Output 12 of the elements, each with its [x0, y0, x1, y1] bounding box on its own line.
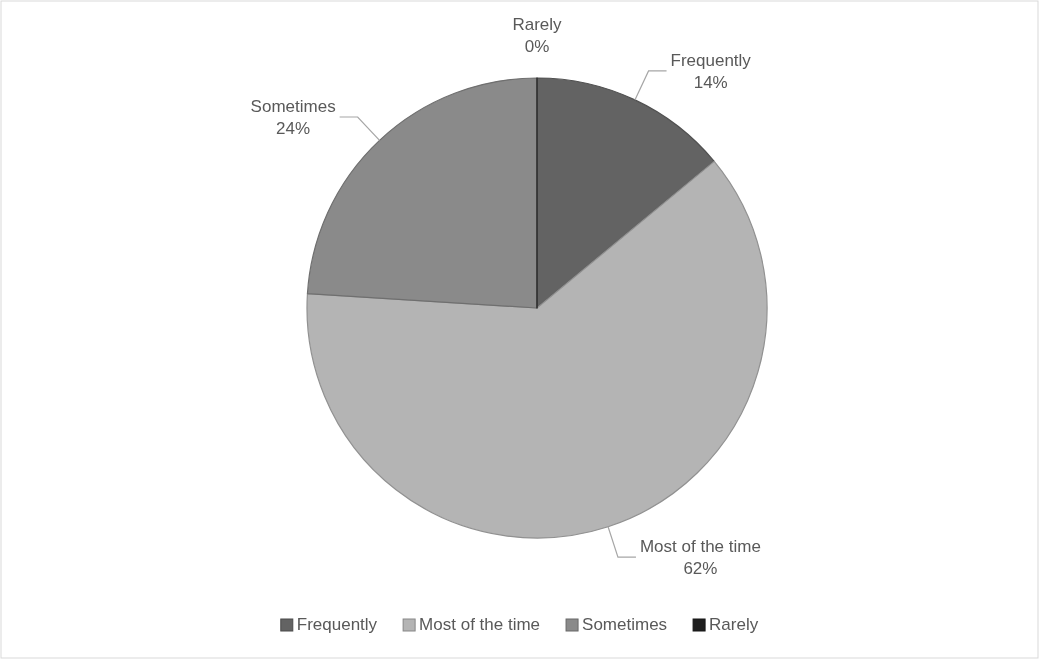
- text: 0%: [524, 37, 550, 56]
- data-label: 14%: [693, 72, 728, 92]
- slice-label: Sometimes: [250, 97, 336, 117]
- slice-label: Most of the time: [639, 537, 761, 557]
- legend-label: Rarely: [709, 615, 759, 634]
- legend-label: Most of the time: [419, 615, 541, 634]
- legend-label: Frequently: [296, 615, 378, 634]
- legend-label: Sometimes: [582, 615, 668, 634]
- category-label: Rarely: [512, 15, 562, 34]
- data-label: 62%: [683, 559, 718, 579]
- slice-label: Frequently: [670, 50, 752, 70]
- data-label: 24%: [276, 119, 311, 139]
